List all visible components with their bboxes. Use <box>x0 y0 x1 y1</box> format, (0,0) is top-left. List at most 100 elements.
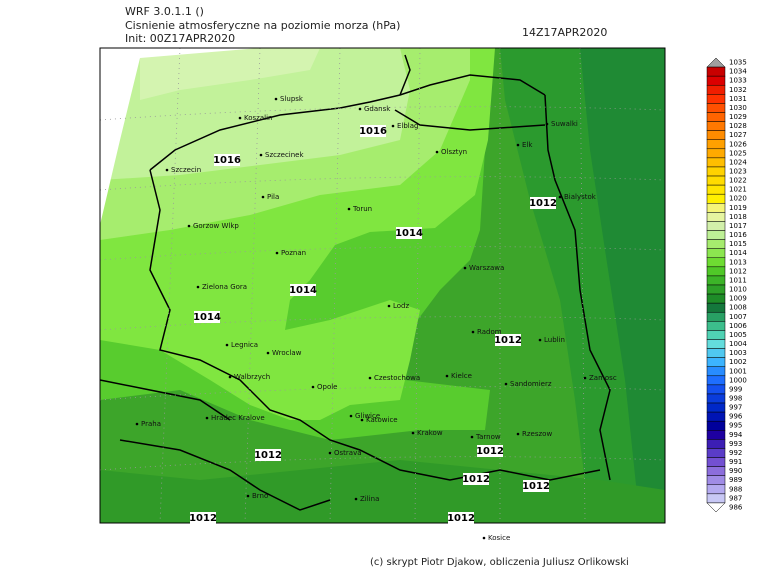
colorbar-label: 1008 <box>729 304 747 312</box>
colorbar-label: 995 <box>729 422 742 430</box>
colorbar-label: 1028 <box>729 122 747 130</box>
city-dot <box>482 536 486 540</box>
colorbar-cell <box>706 175 726 186</box>
isobar-label-bg <box>194 311 220 323</box>
colorbar-cell <box>706 157 726 168</box>
city-label: Gdansk <box>364 105 391 113</box>
colorbar-label: 988 <box>729 485 742 493</box>
borders <box>99 54 611 511</box>
colorbar-cell <box>706 384 726 395</box>
colorbar-cell <box>706 420 726 431</box>
colorbar-cell <box>706 366 726 377</box>
city-label: Katowice <box>366 416 398 424</box>
colorbar-cell <box>706 148 726 159</box>
colorbar-cell <box>706 166 726 177</box>
city-dot <box>347 207 351 211</box>
isobar-label: 1012 <box>529 198 557 209</box>
isobar-label-bg <box>523 480 549 492</box>
city-dot <box>391 124 395 128</box>
colorbar-label: 994 <box>729 431 743 439</box>
city-dot <box>328 451 332 455</box>
map-frame <box>99 47 666 524</box>
city-label: Bialystok <box>564 193 597 201</box>
city-dot <box>516 432 520 436</box>
colorbar-label: 1013 <box>729 258 747 266</box>
colorbar-label: 1027 <box>729 131 747 139</box>
colorbar-cell <box>706 375 726 386</box>
colorbar-label: 1031 <box>729 95 747 103</box>
colorbar-label: 986 <box>729 503 743 511</box>
isobar-label-bg <box>214 154 240 166</box>
isobar-label: 1016 <box>359 126 387 137</box>
colorbar-cell <box>706 275 726 286</box>
city-label: Kielce <box>451 372 472 380</box>
city-label: Wroclaw <box>272 349 302 357</box>
colorbar-cell <box>706 357 726 367</box>
colorbar-label: 1011 <box>729 276 747 284</box>
colorbar-cell <box>706 402 726 413</box>
isobar-label-bg <box>396 227 422 239</box>
city-dot <box>558 195 562 199</box>
city-label: Krakow <box>417 429 443 437</box>
colorbar-label: 1002 <box>729 358 747 366</box>
city-label: Praha <box>141 420 161 428</box>
colorbar-cell <box>706 239 726 249</box>
city-label: Opole <box>317 383 338 391</box>
colorbar-label: 999 <box>729 385 742 393</box>
city-dot <box>349 414 353 418</box>
city-label: Szczecin <box>171 166 201 174</box>
colorbar-label: 1001 <box>729 367 747 375</box>
city-dot <box>275 251 279 255</box>
colorbar-cell <box>706 248 726 259</box>
city-label: Szczecinek <box>265 151 304 159</box>
colorbar-cell <box>706 393 726 404</box>
city-label: Pila <box>267 193 279 201</box>
city-dot <box>196 285 200 289</box>
colorbar-label: 1029 <box>729 113 747 121</box>
model-name: WRF 3.0.1.1 () <box>125 5 204 18</box>
colorbar-label: 1021 <box>729 186 747 194</box>
isobar-label: 1014 <box>289 285 317 296</box>
city-label: Warszawa <box>469 264 504 272</box>
city-dot <box>246 494 250 498</box>
colorbar-label: 1006 <box>729 322 747 330</box>
colorbar-label: 1004 <box>729 340 747 348</box>
colorbar-cell <box>706 84 726 95</box>
city-label: Koszalin <box>244 114 272 122</box>
city-label: Czestochowa <box>374 374 420 382</box>
isobar-label: 1012 <box>189 513 217 524</box>
isobar-label: 1012 <box>447 513 475 524</box>
city-dot <box>471 330 475 334</box>
colorbar-label: 1005 <box>729 331 747 339</box>
city-dot <box>165 168 169 172</box>
map-title: Cisnienie atmosferyczne na poziomie morz… <box>125 19 400 32</box>
isobar-label: 1012 <box>522 481 550 492</box>
colorbar-cell <box>706 139 726 150</box>
colorbar-cell <box>706 75 726 86</box>
colorbar-cell <box>706 339 726 349</box>
city-label: Tarnow <box>475 433 501 441</box>
colorbar-cell <box>706 302 726 313</box>
city-dot <box>358 107 362 111</box>
colorbar-cell <box>706 493 726 504</box>
city-label: Torun <box>352 205 372 213</box>
colorbar-label: 1033 <box>729 77 747 85</box>
city-dot <box>261 195 265 199</box>
colorbar-label: 1023 <box>729 168 747 176</box>
valid-time: 14Z17APR2020 <box>522 26 607 39</box>
city-label: Elblag <box>397 122 419 130</box>
city-dot <box>354 497 358 501</box>
colorbar-cell <box>706 430 726 440</box>
city-label: Suwalki <box>551 120 578 128</box>
colorbar-label: 990 <box>729 467 742 475</box>
colorbar-cell <box>706 112 726 122</box>
colorbar-label: 1003 <box>729 349 747 357</box>
colorbar-label: 1014 <box>729 249 747 257</box>
city-dot <box>504 382 508 386</box>
city-label: Radom <box>477 328 502 336</box>
colorbar-label: 997 <box>729 404 742 412</box>
city-label: Rzeszow <box>522 430 552 438</box>
city-label: Slupsk <box>280 95 304 103</box>
city-label: Gliwice <box>355 412 380 420</box>
colorbar-label: 1010 <box>729 286 747 294</box>
